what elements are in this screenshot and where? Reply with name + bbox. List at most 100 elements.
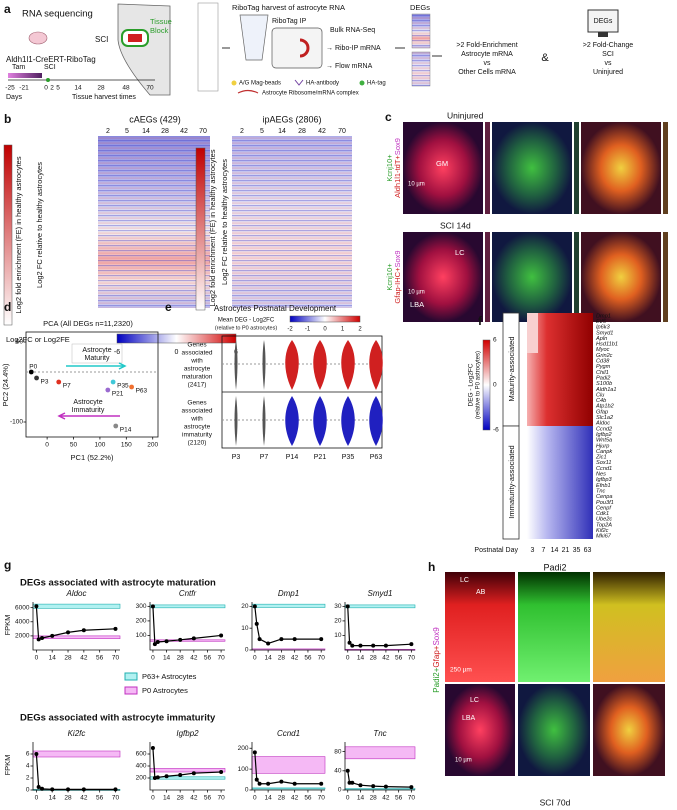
violin — [313, 396, 327, 446]
chart-title: Smyd1 — [368, 589, 393, 598]
arrow — [66, 362, 127, 370]
gene-label: Canpk — [596, 449, 613, 455]
point — [191, 636, 196, 641]
label: ipAEGs (2806) — [262, 114, 321, 124]
axes — [344, 602, 415, 651]
y-tick-label: 0 — [245, 787, 249, 794]
label: Immaturity-associated — [507, 445, 516, 518]
gene-label: Cenpa — [596, 494, 612, 500]
series-line — [152, 747, 222, 779]
label: Tissue — [150, 17, 172, 26]
column-label: 35 — [573, 547, 581, 554]
plot-frame — [25, 331, 159, 438]
gene-label: Dmp1 — [596, 313, 611, 319]
label: LBA — [410, 300, 424, 309]
point — [266, 781, 271, 786]
label: Astrocyte mRNA — [461, 51, 513, 58]
point — [66, 630, 71, 635]
y-tick-label: -100 — [10, 419, 23, 426]
point — [371, 643, 376, 648]
x-tick-label: 14 — [264, 655, 272, 662]
point — [254, 777, 259, 782]
y-tick-label: 200 — [238, 745, 249, 752]
label: RiboTag harvest of astrocyte RNA — [232, 3, 345, 12]
label: (relative to P0 astrocytes) — [215, 325, 278, 331]
point — [66, 787, 71, 792]
gene-label: Top2A — [596, 522, 612, 528]
label: AB — [476, 589, 486, 596]
label: SCI 14d — [440, 220, 471, 230]
gene-label: Sox11 — [596, 460, 611, 466]
point — [105, 387, 111, 393]
label: DEGs — [410, 3, 430, 12]
y-tick-label: 20 — [334, 618, 342, 625]
scale-tick: -6 — [114, 349, 120, 356]
label: Padi2+Gfap+Sox9 — [432, 627, 441, 693]
gene-label: Atp1b2 — [595, 404, 615, 410]
label: associated — [181, 350, 212, 357]
point — [36, 637, 41, 642]
scale-tick: 0 — [175, 349, 179, 356]
x-tick-label: 70 — [217, 795, 225, 802]
x-tick-label: 28 — [64, 795, 72, 802]
axes — [32, 742, 120, 791]
panel-c-images — [403, 122, 668, 322]
label: DEGs — [594, 18, 613, 25]
point — [292, 637, 297, 642]
gene-label: Apln — [595, 336, 607, 342]
point — [292, 781, 297, 786]
label: Days — [6, 94, 22, 101]
series-line — [35, 606, 116, 641]
x-tick-label: 50 — [70, 442, 78, 449]
x-tick-label: 100 — [94, 442, 105, 449]
label: associated — [181, 408, 212, 415]
scale-tick: 0 — [323, 327, 327, 333]
x-tick-label: 14 — [357, 795, 365, 802]
gene-label: Clu — [596, 392, 604, 398]
panel-letter: f — [478, 314, 483, 328]
point — [28, 369, 34, 375]
point — [383, 784, 388, 789]
reference-band — [251, 756, 326, 774]
point — [254, 621, 259, 626]
label-part: Sox9 — [393, 250, 402, 267]
category-label: P21 — [314, 454, 327, 461]
label: → Flow mRNA — [326, 63, 373, 70]
gene-label: Etf5 — [596, 319, 607, 325]
panel-letter: h — [428, 560, 435, 574]
gene-label: Chil1 — [596, 370, 609, 376]
label: Mean DEG - Log2FC — [218, 318, 275, 324]
x-tick-label: 56 — [304, 795, 312, 802]
gene-label: S100b — [596, 381, 612, 387]
gene-label: Hsd11b1 — [596, 342, 618, 348]
point — [409, 642, 414, 647]
y-tick-label: 30 — [334, 603, 342, 610]
column-label: 70 — [338, 128, 346, 135]
x-tick-label: 56 — [395, 655, 403, 662]
label: Uninjured — [593, 69, 623, 76]
label: LC — [460, 577, 469, 584]
y-tick-label: 2000 — [15, 633, 30, 640]
color-scale — [289, 315, 361, 323]
label: Log2 FC relative to healthy astrocytes — [35, 162, 44, 288]
point — [279, 637, 284, 642]
panel-letter: g — [4, 558, 11, 572]
label: Other Cells mRNA — [458, 69, 516, 76]
point — [34, 375, 39, 381]
label: >2 Fold-Change — [583, 42, 634, 49]
series-line — [35, 753, 116, 790]
x-tick-label: 28 — [370, 655, 378, 662]
panel-h-images — [445, 572, 665, 776]
legend-swatch — [124, 686, 138, 695]
label: SCI — [95, 35, 108, 44]
point — [409, 785, 414, 790]
label: HA-antibody — [306, 81, 339, 87]
label: Maturity — [85, 355, 110, 362]
column-label: 14 — [551, 547, 559, 554]
timeline-tick: 70 — [146, 85, 154, 92]
point-label: P63 — [136, 388, 148, 395]
label: Padi2 — [543, 562, 566, 572]
violin — [341, 396, 355, 446]
y-tick-label: 0 — [338, 787, 342, 794]
label: Astrocyte Ribosome/mRNA complex — [262, 91, 359, 97]
